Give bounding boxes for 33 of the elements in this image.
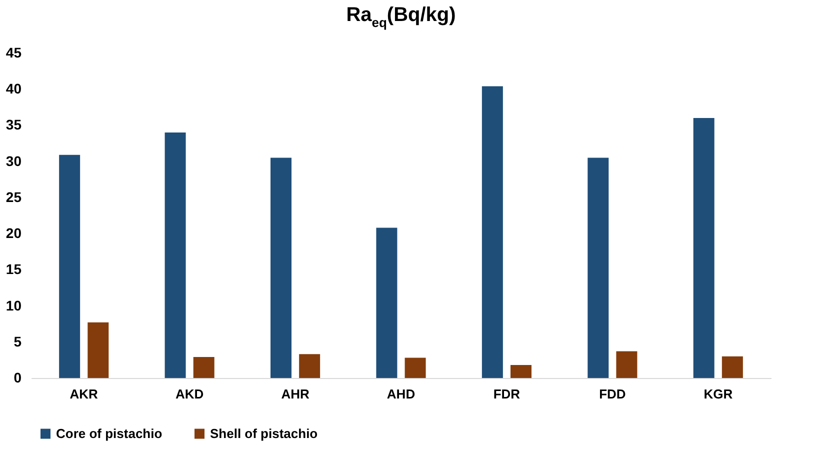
x-tick-label: AKR [70,386,99,402]
x-tick-label: AHR [281,386,310,402]
x-tick-label: AHD [386,386,416,402]
bar [88,322,109,378]
y-tick-label: 25 [6,188,22,205]
x-tick-label: AKD [175,386,204,402]
bar [722,356,743,378]
bar [193,357,214,378]
y-tick-label: 40 [6,80,22,97]
x-tick-label: FDR [493,386,521,402]
bar [270,158,292,378]
bar [482,86,503,378]
legend-label: Core of pistachio [56,426,162,441]
bar [376,228,398,378]
y-tick-label: 0 [14,370,22,386]
y-tick-label: 10 [6,297,22,314]
bar [616,351,638,378]
bar [59,154,80,378]
y-tick-label: 20 [6,225,22,242]
bar [693,118,714,378]
y-tick-label: 30 [6,152,22,169]
bar [404,358,426,378]
x-tick-label: FDD [599,386,626,402]
legend-label: Shell of pistachio [210,426,318,441]
bar [588,158,609,378]
bar [164,132,186,378]
bar [510,365,532,378]
y-tick-label: 45 [6,44,22,60]
bar [299,354,320,378]
y-tick-label: 5 [14,333,22,350]
y-tick-label: 35 [6,116,22,133]
y-tick-label: 15 [6,261,22,278]
x-tick-label: KGR [704,386,734,402]
